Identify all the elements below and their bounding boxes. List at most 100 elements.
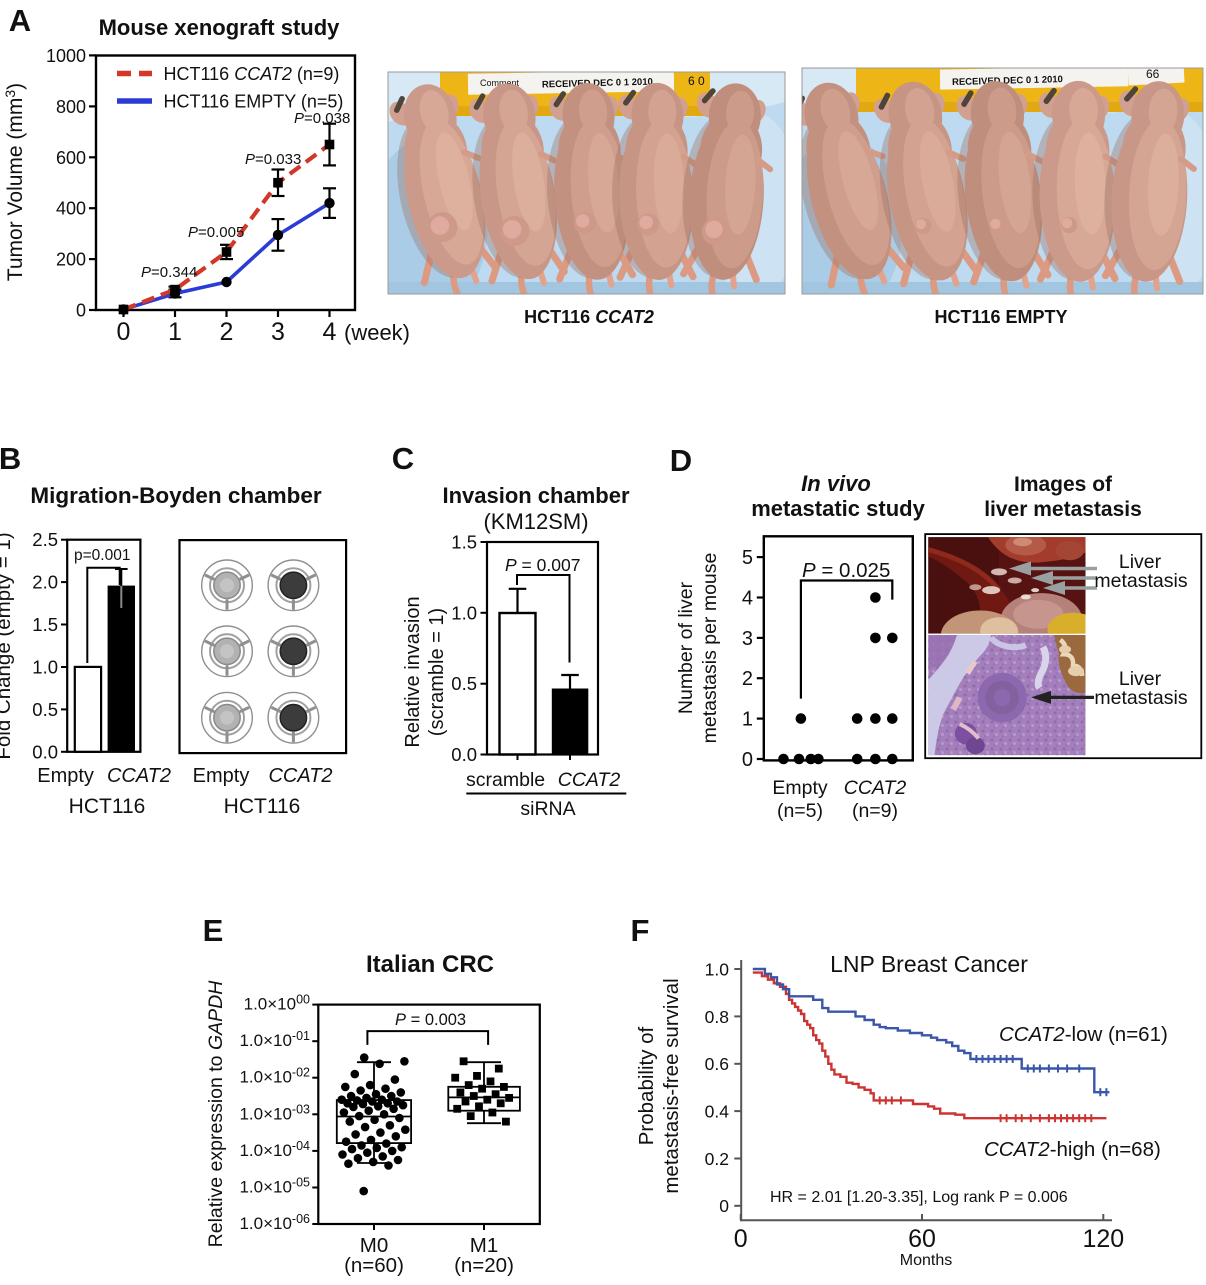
svg-text:siRNA: siRNA xyxy=(520,798,575,820)
svg-text:P = 0.025: P = 0.025 xyxy=(802,559,890,582)
svg-text:4: 4 xyxy=(742,588,753,610)
svg-text:Comment: Comment xyxy=(480,78,520,88)
svg-text:M1: M1 xyxy=(470,1234,498,1257)
svg-text:metastasis-free survival: metastasis-free survival xyxy=(660,978,683,1193)
svg-text:120: 120 xyxy=(1082,1225,1124,1253)
svg-text:D: D xyxy=(670,443,692,478)
svg-text:0.0: 0.0 xyxy=(451,744,477,765)
svg-text:Italian CRC: Italian CRC xyxy=(366,951,494,978)
svg-text:P=0.005: P=0.005 xyxy=(188,224,244,241)
svg-text:60: 60 xyxy=(908,1225,936,1253)
svg-text:4: 4 xyxy=(323,318,337,346)
svg-text:M0: M0 xyxy=(360,1234,388,1257)
svg-text:Relative invasion: Relative invasion xyxy=(402,596,424,747)
svg-text:(scramble = 1): (scramble = 1) xyxy=(426,608,448,736)
svg-text:1000: 1000 xyxy=(46,46,86,66)
svg-text:Mouse xenograft study: Mouse xenograft study xyxy=(99,15,341,40)
svg-text:(KM12SM): (KM12SM) xyxy=(483,509,588,534)
svg-text:E: E xyxy=(203,913,224,948)
svg-text:0.6: 0.6 xyxy=(705,1054,729,1074)
svg-text:3: 3 xyxy=(742,628,753,650)
svg-text:2: 2 xyxy=(742,668,753,690)
svg-text:liver metastasis: liver metastasis xyxy=(984,498,1142,521)
svg-text:3: 3 xyxy=(271,318,285,346)
svg-text:1.5: 1.5 xyxy=(451,532,477,553)
svg-text:CCAT2-low (n=61): CCAT2-low (n=61) xyxy=(999,1023,1168,1046)
svg-text:B: B xyxy=(0,441,21,476)
svg-text:P=0.344: P=0.344 xyxy=(141,264,197,281)
svg-text:1.5: 1.5 xyxy=(32,614,58,635)
svg-text:6 0: 6 0 xyxy=(688,74,705,88)
svg-text:Empty: Empty xyxy=(37,765,94,787)
svg-text:1: 1 xyxy=(742,709,753,731)
svg-text:Relative expression to GAPDH: Relative expression to GAPDH xyxy=(205,980,227,1248)
svg-text:HCT116 EMPTY: HCT116 EMPTY xyxy=(934,307,1067,327)
svg-text:HCT116 EMPTY (n=5): HCT116 EMPTY (n=5) xyxy=(164,92,344,112)
svg-text:P = 0.007: P = 0.007 xyxy=(505,555,580,575)
svg-text:2: 2 xyxy=(220,318,234,346)
svg-text:2.0: 2.0 xyxy=(32,572,58,593)
svg-text:Months: Months xyxy=(900,1252,952,1269)
svg-text:600: 600 xyxy=(56,148,86,168)
svg-text:Tumor Volume (mm3): Tumor Volume (mm3) xyxy=(2,83,27,281)
svg-text:Fold Change (empty = 1): Fold Change (empty = 1) xyxy=(0,532,15,759)
svg-text:P=0.033: P=0.033 xyxy=(245,151,301,168)
svg-text:P = 0.003: P = 0.003 xyxy=(395,1011,466,1029)
svg-text:0: 0 xyxy=(734,1225,748,1253)
svg-text:CCAT2: CCAT2 xyxy=(844,777,907,799)
svg-text:1.0: 1.0 xyxy=(705,959,730,979)
svg-text:200: 200 xyxy=(56,250,86,270)
svg-text:metastasis: metastasis xyxy=(1094,687,1187,709)
svg-text:0: 0 xyxy=(719,1196,729,1216)
svg-text:Liver: Liver xyxy=(1119,668,1162,690)
svg-text:Empty: Empty xyxy=(193,765,250,787)
svg-text:2.5: 2.5 xyxy=(32,529,58,550)
svg-text:0: 0 xyxy=(117,318,131,346)
svg-text:CCAT2-high (n=68): CCAT2-high (n=68) xyxy=(984,1138,1161,1161)
svg-text:CCAT2: CCAT2 xyxy=(107,765,171,787)
svg-text:Migration-Boyden chamber: Migration-Boyden chamber xyxy=(30,483,322,508)
svg-text:Probability of: Probability of xyxy=(635,1026,658,1145)
svg-text:scramble: scramble xyxy=(466,769,545,791)
svg-text:HCT116: HCT116 xyxy=(69,795,146,818)
svg-text:0.5: 0.5 xyxy=(32,699,58,720)
svg-text:A: A xyxy=(9,3,31,38)
svg-text:HCT116 CCAT2 (n=9): HCT116 CCAT2 (n=9) xyxy=(164,64,340,84)
svg-text:(n=60): (n=60) xyxy=(344,1254,404,1277)
svg-text:(n=5): (n=5) xyxy=(777,800,823,822)
svg-text:p=0.001: p=0.001 xyxy=(74,547,130,564)
svg-text:metastasis per mouse: metastasis per mouse xyxy=(699,553,721,744)
svg-text:(n=9): (n=9) xyxy=(852,800,898,822)
svg-text:metastatic study: metastatic study xyxy=(751,496,925,521)
svg-text:Liver: Liver xyxy=(1119,551,1162,573)
svg-text:CCAT2: CCAT2 xyxy=(268,765,332,787)
svg-text:1.0: 1.0 xyxy=(451,602,477,623)
svg-text:In vivo: In vivo xyxy=(801,471,871,496)
svg-text:Number of liver: Number of liver xyxy=(675,581,697,714)
svg-text:HCT116: HCT116 xyxy=(224,795,301,818)
svg-text:RECEIVED DEC 0 1 2010: RECEIVED DEC 0 1 2010 xyxy=(952,74,1063,88)
svg-text:HCT116 CCAT2: HCT116 CCAT2 xyxy=(524,307,654,327)
svg-text:Empty: Empty xyxy=(772,777,828,799)
svg-text:LNP Breast Cancer: LNP Breast Cancer xyxy=(830,951,1028,977)
svg-text:800: 800 xyxy=(56,97,86,117)
svg-text:0: 0 xyxy=(742,749,753,771)
svg-text:HR = 2.01 [1.20-3.35], Log ran: HR = 2.01 [1.20-3.35], Log rank P = 0.00… xyxy=(770,1189,1068,1206)
svg-text:RECEIVED DEC 0 1 2010: RECEIVED DEC 0 1 2010 xyxy=(542,77,653,91)
svg-text:1: 1 xyxy=(168,318,182,346)
svg-text:0: 0 xyxy=(76,301,86,321)
svg-text:400: 400 xyxy=(56,199,86,219)
svg-text:CCAT2: CCAT2 xyxy=(558,769,621,791)
svg-text:(week): (week) xyxy=(344,320,410,345)
svg-text:(n=20): (n=20) xyxy=(454,1254,514,1277)
svg-text:Invasion chamber: Invasion chamber xyxy=(442,483,630,508)
svg-text:Images of: Images of xyxy=(1014,473,1113,496)
svg-text:0.5: 0.5 xyxy=(451,673,477,694)
svg-text:0.4: 0.4 xyxy=(705,1102,730,1122)
svg-text:metastasis: metastasis xyxy=(1094,570,1187,592)
svg-text:P=0.038: P=0.038 xyxy=(294,110,350,127)
svg-text:66: 66 xyxy=(1146,67,1160,81)
svg-text:1.0×1000: 1.0×1000 xyxy=(244,993,310,1014)
svg-text:0.0: 0.0 xyxy=(32,741,58,762)
svg-text:1.0: 1.0 xyxy=(32,657,58,678)
